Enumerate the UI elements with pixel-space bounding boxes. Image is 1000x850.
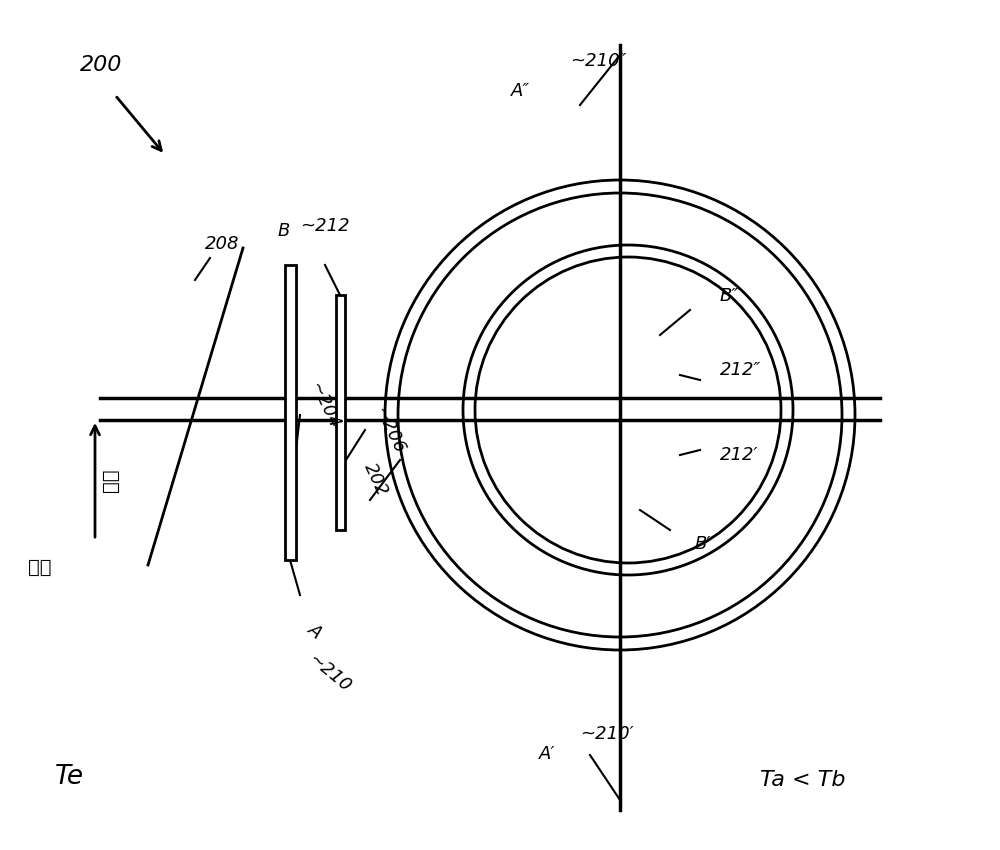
Text: ~210″: ~210″ (570, 52, 626, 70)
Text: ~204: ~204 (305, 379, 342, 431)
Bar (336, 295, 344, 530)
Text: 202: 202 (360, 461, 391, 500)
Text: B: B (278, 222, 290, 240)
Text: 212″: 212″ (720, 361, 761, 379)
Text: 208: 208 (205, 235, 240, 253)
Text: ~210′: ~210′ (580, 725, 634, 743)
Text: 距离: 距离 (100, 468, 120, 492)
Bar (285, 265, 296, 560)
Text: 212′: 212′ (720, 446, 759, 464)
Text: A: A (304, 620, 326, 642)
Text: B″: B″ (720, 287, 739, 305)
Text: 温度: 温度 (28, 558, 52, 577)
Text: ~206: ~206 (370, 404, 407, 456)
Text: A′: A′ (538, 745, 555, 763)
Text: A″: A″ (511, 82, 530, 100)
Text: Te: Te (55, 764, 84, 790)
Text: Ta < Tb: Ta < Tb (760, 770, 846, 790)
Text: 200: 200 (80, 55, 122, 75)
Text: ~212: ~212 (300, 217, 350, 235)
Text: B′: B′ (695, 535, 712, 553)
Text: ~210: ~210 (305, 650, 355, 695)
